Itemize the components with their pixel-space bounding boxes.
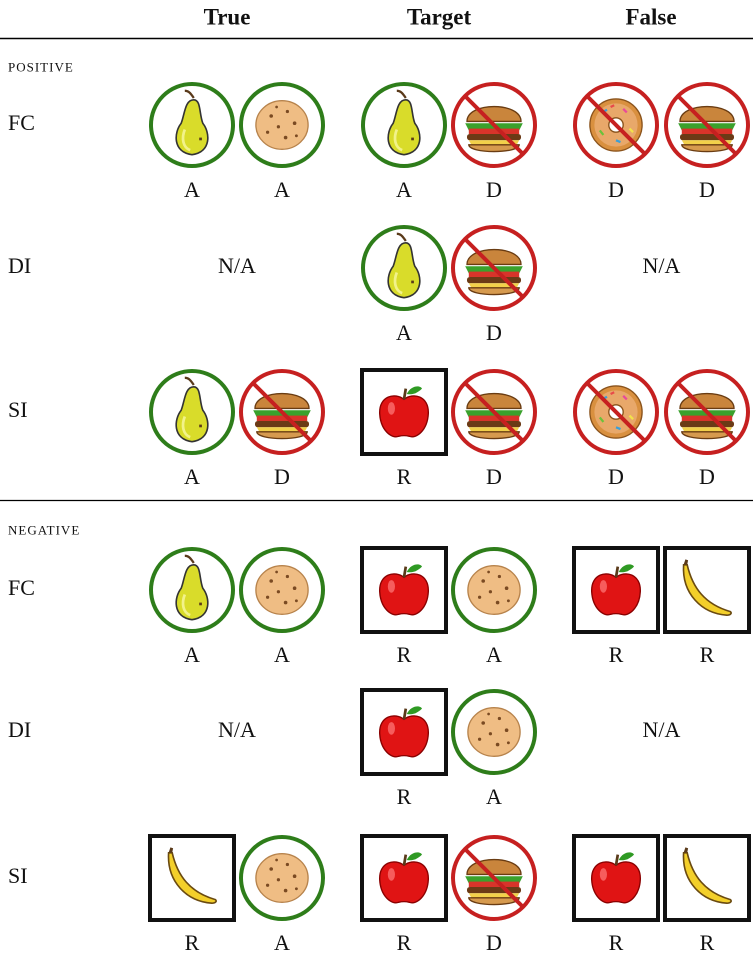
cell-label: N/A [643, 253, 681, 278]
icon [451, 547, 537, 633]
food-image [467, 707, 521, 757]
icon [451, 225, 537, 311]
section-title: negative [8, 518, 80, 539]
cell-label: R [397, 930, 412, 955]
section-title: positive [8, 55, 74, 76]
cell-label: R [397, 642, 412, 667]
icon [663, 546, 751, 634]
prohibit-slash [463, 94, 525, 156]
icon-frame [360, 368, 448, 456]
cell-label: R [609, 930, 624, 955]
icon [149, 82, 235, 168]
icon [663, 834, 751, 922]
cell-label: R [397, 784, 412, 809]
cell-label: R [185, 930, 200, 955]
icon [572, 834, 660, 922]
cell-label: D [699, 464, 715, 489]
row-label: FC [8, 110, 35, 135]
cell-label: D [608, 464, 624, 489]
icon [451, 369, 537, 455]
icon [239, 547, 325, 633]
icon [360, 368, 448, 456]
icon [451, 835, 537, 921]
cell-label: A [184, 464, 200, 489]
cell-label: N/A [643, 717, 681, 742]
cell-label: A [486, 642, 502, 667]
cell-label: D [608, 177, 624, 202]
prohibit-slash [585, 94, 647, 156]
prohibit-slash [251, 381, 313, 443]
cell-label: A [274, 642, 290, 667]
icon [361, 225, 447, 311]
column-header: False [625, 4, 676, 29]
prohibit-slash [585, 381, 647, 443]
icon [239, 835, 325, 921]
cell-label: N/A [218, 717, 256, 742]
cell-label: D [486, 464, 502, 489]
icon [149, 547, 235, 633]
header: True Target False [204, 4, 677, 29]
prohibit-slash [463, 237, 525, 299]
icon-frame [663, 834, 751, 922]
icon [451, 82, 537, 168]
row-label: FC [8, 575, 35, 600]
cell-label: D [486, 320, 502, 345]
column-header: True [204, 4, 251, 29]
food-image [467, 565, 521, 615]
icon [360, 834, 448, 922]
cell-label: R [700, 930, 715, 955]
cell-label: D [486, 930, 502, 955]
row-label: DI [8, 717, 31, 742]
food-image [255, 853, 309, 903]
prohibit-slash [676, 94, 738, 156]
row-label: SI [8, 397, 28, 422]
icon [573, 82, 659, 168]
prohibit-slash [463, 381, 525, 443]
icon [361, 82, 447, 168]
cell-label: D [274, 464, 290, 489]
icon [239, 369, 325, 455]
cell-label: A [396, 177, 412, 202]
cell-label: D [699, 177, 715, 202]
cell-label: A [184, 642, 200, 667]
cell-label: N/A [218, 253, 256, 278]
cell-label: A [274, 177, 290, 202]
row-label: DI [8, 253, 31, 278]
icon [148, 834, 236, 922]
icon-frame [148, 834, 236, 922]
icon [572, 546, 660, 634]
cell-label: R [397, 464, 412, 489]
cell-label: A [396, 320, 412, 345]
icon [360, 688, 448, 776]
food-image [255, 100, 309, 150]
icon [573, 369, 659, 455]
icon [664, 369, 750, 455]
cell-label: A [274, 930, 290, 955]
icon-frame [663, 546, 751, 634]
prohibit-slash [676, 381, 738, 443]
cell-label: D [486, 177, 502, 202]
cell-label: R [609, 642, 624, 667]
column-header: Target [407, 4, 472, 29]
icon [149, 369, 235, 455]
icon [664, 82, 750, 168]
icon [360, 546, 448, 634]
food-image [255, 565, 309, 615]
row-label: SI [8, 863, 28, 888]
icon [239, 82, 325, 168]
cell-label: A [184, 177, 200, 202]
cell-label: R [700, 642, 715, 667]
cell-label: A [486, 784, 502, 809]
icon [451, 689, 537, 775]
prohibit-slash [463, 847, 525, 909]
